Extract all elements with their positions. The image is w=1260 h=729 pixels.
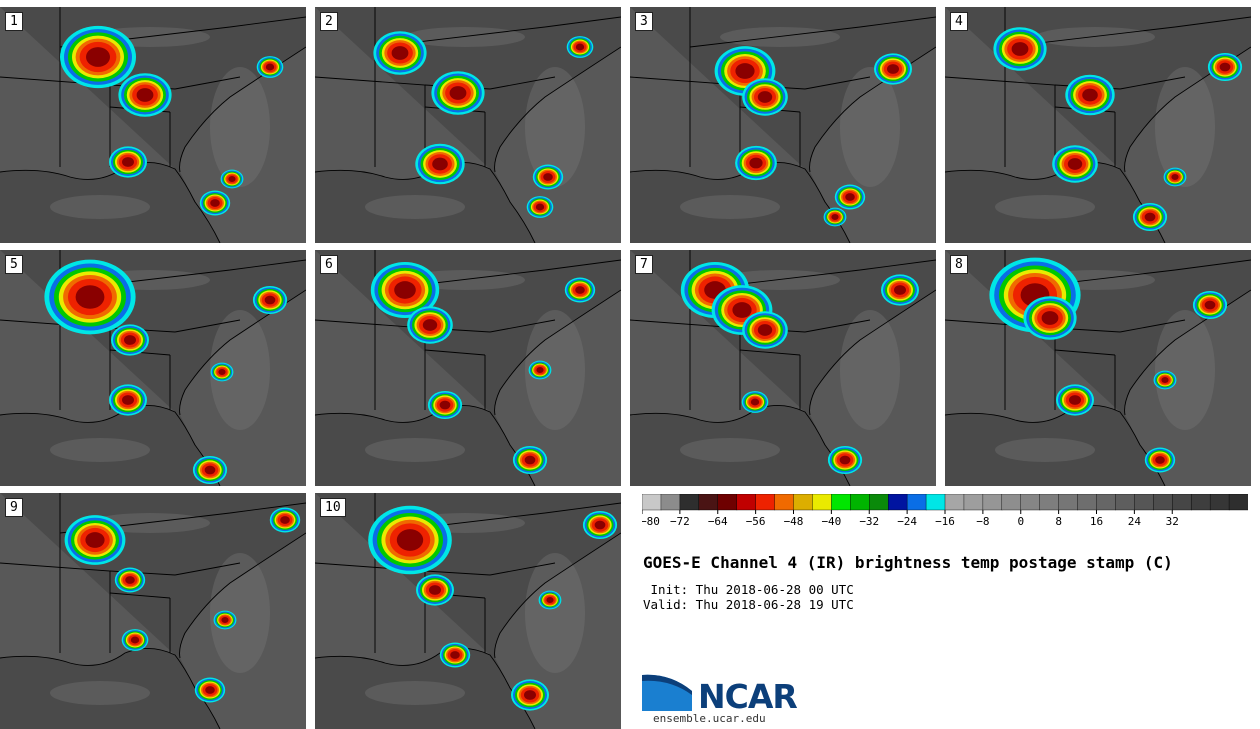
colorbar-swatch	[850, 494, 870, 511]
forecast-panel: 2	[315, 7, 621, 243]
colorbar-swatch	[1001, 494, 1022, 511]
colorbar-tick-label: 0	[1017, 515, 1024, 528]
colorbar-tick-label: −24	[897, 515, 917, 528]
colorbar-swatch	[1172, 494, 1192, 511]
colorbar-swatch	[717, 494, 738, 511]
colorbar-swatch	[1096, 494, 1116, 511]
colorbar-swatch	[1115, 494, 1135, 511]
forecast-panel: 7	[630, 250, 936, 486]
forecast-panel: 1	[0, 7, 306, 243]
colorbar-tick-label: −56	[746, 515, 766, 528]
colorbar-swatch	[1134, 494, 1154, 511]
panel-member-label: 7	[635, 255, 653, 274]
colorbar-tick-label: −80	[642, 515, 660, 528]
colorbar-swatch	[1077, 494, 1097, 511]
forecast-panel: 8	[945, 250, 1251, 486]
colorbar-tick-label: −8	[976, 515, 989, 528]
colorbar-swatch	[755, 494, 776, 511]
ir-satellite-map	[630, 7, 936, 243]
colorbar-tick-label: 16	[1090, 515, 1103, 528]
colorbar-tick-label: 32	[1166, 515, 1179, 528]
colorbar-swatch	[906, 494, 927, 511]
colorbar-swatch	[736, 494, 757, 511]
forecast-panel: 3	[630, 7, 936, 243]
forecast-panel: 6	[315, 250, 621, 486]
colorbar-swatch	[1209, 494, 1230, 511]
ir-satellite-map	[945, 250, 1251, 486]
colorbar-swatch	[698, 494, 719, 511]
colorbar-tick-label: −40	[821, 515, 841, 528]
ncar-logo-icon	[642, 674, 692, 711]
colorbar-swatch	[963, 494, 984, 511]
panel-member-label: 3	[635, 12, 653, 31]
colorbar-swatch	[1190, 494, 1211, 511]
panel-member-label: 9	[5, 498, 23, 517]
colorbar-swatch	[944, 494, 965, 511]
ir-satellite-map	[315, 7, 621, 243]
colorbar-swatch	[1039, 494, 1060, 511]
colorbar-tick-label: 8	[1055, 515, 1062, 528]
colorbar-swatch	[1020, 494, 1041, 511]
colorbar-swatch	[925, 494, 946, 511]
colorbar-tick-label: −48	[784, 515, 804, 528]
colorbar-swatch	[642, 494, 662, 511]
ir-satellite-map	[315, 250, 621, 486]
site-url: ensemble.ucar.edu	[653, 712, 766, 725]
panel-member-label: 1	[5, 12, 23, 31]
colorbar-swatch	[887, 494, 908, 511]
panel-member-label: 4	[950, 12, 968, 31]
ir-satellite-map	[315, 493, 621, 729]
ir-satellite-map	[0, 250, 306, 486]
ir-satellite-map	[0, 493, 306, 729]
ir-satellite-map	[630, 250, 936, 486]
colorbar-swatch	[1228, 494, 1248, 511]
panel-member-label: 10	[320, 498, 346, 517]
colorbar-tick-label: 24	[1128, 515, 1142, 528]
panel-member-label: 8	[950, 255, 968, 274]
colorbar-swatch	[660, 494, 681, 511]
colorbar-legend: −80 −72 −64 −56 −48 −40 −32 −24 −16 −8 0 8 16 24 32	[642, 494, 1248, 528]
ir-satellite-map	[945, 7, 1251, 243]
forecast-panel: 10	[315, 493, 621, 729]
colorbar-swatch	[869, 494, 889, 511]
colorbar-swatch	[679, 494, 700, 511]
forecast-panel: 5	[0, 250, 306, 486]
colorbar-swatch	[774, 494, 794, 511]
forecast-panel: 4	[945, 7, 1251, 243]
colorbar-swatch	[812, 494, 832, 511]
valid-time: Valid: Thu 2018-06-28 19 UTC	[643, 597, 854, 612]
colorbar-swatch	[982, 494, 1003, 511]
panel-member-label: 6	[320, 255, 338, 274]
colorbar-swatch	[831, 494, 851, 511]
init-time: Init: Thu 2018-06-28 00 UTC	[643, 582, 854, 597]
colorbar-tick-label: −64	[708, 515, 728, 528]
forecast-panel: 9	[0, 493, 306, 729]
colorbar-tick-label: −32	[859, 515, 879, 528]
panel-member-label: 5	[5, 255, 23, 274]
colorbar-tick-label: −72	[670, 515, 690, 528]
colorbar-swatch	[1058, 494, 1079, 511]
colorbar-swatch	[1153, 494, 1173, 511]
panel-member-label: 2	[320, 12, 338, 31]
ir-satellite-map	[0, 7, 306, 243]
ncar-logo-text: NCAR	[698, 677, 798, 716]
colorbar-swatch	[793, 494, 813, 511]
colorbar-tick-label: −16	[935, 515, 955, 528]
figure-title: GOES-E Channel 4 (IR) brightness temp po…	[643, 553, 1173, 572]
